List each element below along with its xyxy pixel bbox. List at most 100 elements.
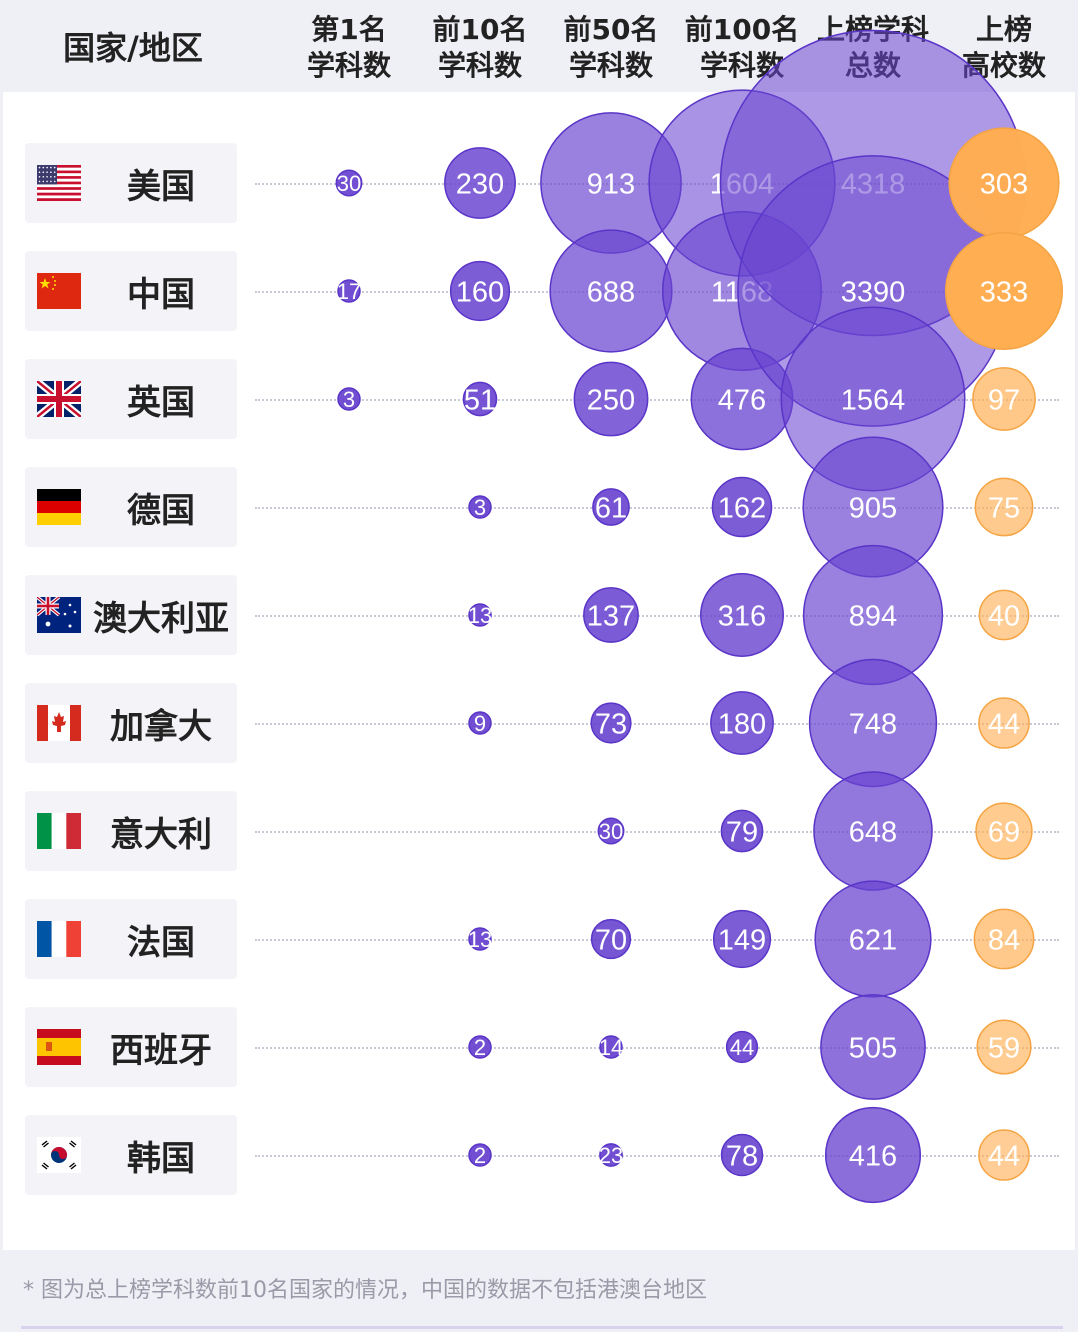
bubble-value-label: 160 xyxy=(456,276,504,308)
bubble: 73 xyxy=(590,702,632,744)
bubble-value-label: 3 xyxy=(474,495,486,520)
bubble-mark xyxy=(975,802,1033,860)
bubble: 505 xyxy=(820,994,926,1100)
bubble-value-label: 1564 xyxy=(841,384,906,416)
bubble: 70 xyxy=(590,918,632,960)
row-guide-line xyxy=(255,615,1059,617)
bubble-value-label: 78 xyxy=(726,1140,758,1172)
bubble-value-label: 303 xyxy=(980,168,1028,200)
bubble: 30 xyxy=(335,169,363,197)
bubble: 149 xyxy=(712,909,772,969)
bubble: 30 xyxy=(597,817,625,845)
bubble-value-label: 3 xyxy=(343,387,355,412)
header-column-0: 第1名 学科数 xyxy=(306,13,391,82)
country-name: 法国 xyxy=(127,922,195,963)
bubble-value-label: 14 xyxy=(599,1035,623,1060)
bubble-value-label: 416 xyxy=(849,1140,897,1172)
kr-flag-icon xyxy=(37,1137,81,1173)
bubble-value-label: 51 xyxy=(464,384,496,416)
bubble-value-label: 250 xyxy=(587,384,635,416)
bubble: 913 xyxy=(540,112,682,254)
bubble-mark xyxy=(573,361,649,437)
bubble-value-label: 40 xyxy=(988,600,1020,632)
bubble: 688 xyxy=(549,229,673,353)
bubble-mark xyxy=(944,231,1064,351)
bubble-mark xyxy=(978,1129,1030,1181)
bubble-mark xyxy=(712,909,772,969)
row-guide-line xyxy=(255,1047,1059,1049)
bubble: 162 xyxy=(711,476,773,538)
bubble: 75 xyxy=(974,477,1034,537)
bubble-chart: 3017323016051313913229136882506113773307… xyxy=(335,29,1064,1204)
bubble-value-label: 688 xyxy=(587,276,635,308)
bubble-mark xyxy=(468,1143,492,1167)
bubble: 180 xyxy=(710,691,774,755)
it-flag-icon xyxy=(37,813,81,849)
bubble-mark xyxy=(725,1030,759,1064)
country-label: 德国 xyxy=(25,467,237,547)
bubble-value-label: 2 xyxy=(474,1143,486,1168)
bubble: 416 xyxy=(824,1106,922,1204)
bubble-mark xyxy=(468,927,492,951)
bubble-value-label: 23 xyxy=(599,1143,623,1168)
bubble-value-label: 149 xyxy=(718,924,766,956)
bubble-value-label: 97 xyxy=(988,384,1020,416)
bubble-mark xyxy=(468,711,492,735)
bubble: 69 xyxy=(975,802,1033,860)
bubble-value-label: 70 xyxy=(595,924,627,956)
bubble-mark xyxy=(468,1035,492,1059)
header-country: 国家/地区 xyxy=(63,29,203,67)
country-label: 法国 xyxy=(25,899,237,979)
bubble: 250 xyxy=(573,361,649,437)
bubble-mark xyxy=(583,587,639,643)
bubble-value-label: 905 xyxy=(849,492,897,524)
country-label: 澳大利亚 xyxy=(25,575,237,655)
header-column-5: 上榜 高校数 xyxy=(961,13,1046,82)
bubble-mark xyxy=(590,702,632,744)
bubble: 3 xyxy=(468,495,492,520)
bubble-value-label: 73 xyxy=(595,708,627,740)
row-guide-line xyxy=(255,723,1059,725)
bubble: 79 xyxy=(720,809,764,853)
country-label: 韩国 xyxy=(25,1115,237,1195)
bubble: 23 xyxy=(599,1143,623,1168)
bubble: 17 xyxy=(337,279,361,304)
row-guide-line xyxy=(255,1155,1059,1157)
ca-flag-icon xyxy=(37,705,81,741)
bubble-value-label: 316 xyxy=(718,600,766,632)
country-name: 德国 xyxy=(127,490,195,531)
bubble-value-label: 505 xyxy=(849,1032,897,1064)
bubble-value-label: 621 xyxy=(849,924,897,956)
bubble-mark xyxy=(973,908,1035,970)
country-label: 中国 xyxy=(25,251,237,331)
bubble-value-label: 913 xyxy=(587,168,635,200)
bubble-value-label: 13 xyxy=(468,927,492,952)
bubble-mark xyxy=(444,147,516,219)
bubble: 44 xyxy=(725,1030,759,1064)
bubble-mark xyxy=(462,381,498,417)
bubble: 160 xyxy=(449,260,511,322)
bubble-mark xyxy=(590,918,632,960)
header-column-3: 前100名 学科数 xyxy=(684,13,800,82)
country-name: 加拿大 xyxy=(110,706,212,747)
country-label: 加拿大 xyxy=(25,683,237,763)
bubble-mark xyxy=(449,260,511,322)
bubble-mark xyxy=(337,387,361,411)
au-flag-icon xyxy=(35,595,81,633)
bubble-value-label: 44 xyxy=(988,1140,1020,1172)
bubble-value-label: 3390 xyxy=(841,276,906,308)
bubble-value-label: 162 xyxy=(718,492,766,524)
bubble-mark xyxy=(468,495,492,519)
row-guide-line xyxy=(255,507,1059,509)
bubble: 97 xyxy=(972,367,1036,431)
bubble-value-label: 476 xyxy=(718,384,766,416)
bubble-value-label: 79 xyxy=(726,816,758,848)
bubble-mark xyxy=(335,169,363,197)
bubble-mark xyxy=(337,279,361,303)
bubble-value-label: 59 xyxy=(988,1032,1020,1064)
bubble-value-label: 748 xyxy=(849,708,897,740)
bubble: 40 xyxy=(978,589,1030,641)
country-label: 美国 xyxy=(25,143,237,223)
bubble-mark xyxy=(972,367,1036,431)
bubble-mark xyxy=(720,809,764,853)
